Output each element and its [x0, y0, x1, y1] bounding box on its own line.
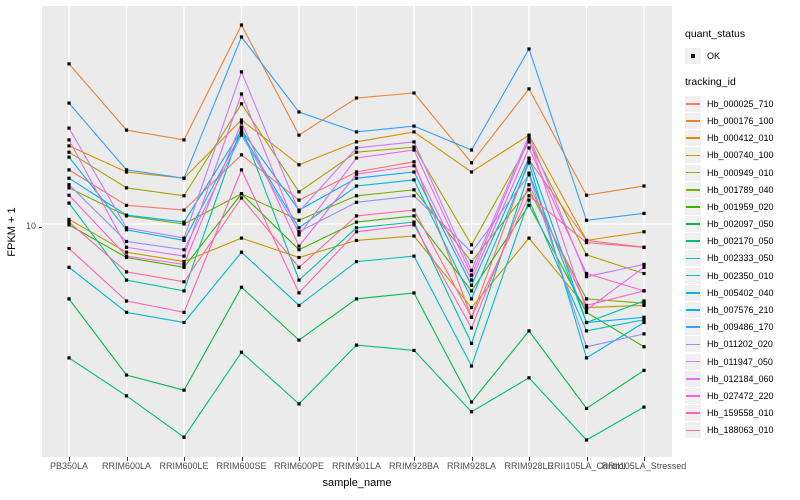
line-swatch-icon — [685, 284, 701, 301]
x-tick-label: RRIM600PE — [273, 461, 325, 471]
legend-item: Hb_009486_170 — [685, 319, 800, 336]
x-tick-label: RRIM600SE — [216, 461, 267, 471]
legend-item-label: Hb_188063_010 — [707, 425, 774, 436]
x-tick-mark — [356, 457, 358, 461]
legend-item-label: Hb_159558_010 — [707, 408, 774, 419]
line-swatch-icon — [685, 112, 701, 129]
x-tick-mark — [126, 457, 128, 461]
legend-item-label: Hb_011947_050 — [707, 356, 773, 367]
legend-item: Hb_002333_050 — [685, 250, 800, 267]
ok-marker-key — [685, 47, 701, 64]
legend-item-label: Hb_027472_220 — [707, 390, 774, 401]
legend-item-label: Hb_012184_060 — [707, 373, 774, 384]
legend-item-label: Hb_000025_710 — [707, 98, 774, 109]
legend-label-ok: OK — [707, 50, 721, 61]
x-tick-label: RRIM901LA — [331, 461, 382, 471]
x-tick-label: RRIM928LE — [504, 461, 554, 471]
line-swatch-icon — [685, 95, 701, 112]
legend-item: Hb_002097_050 — [685, 216, 800, 233]
x-tick-label: RRIM928LA — [446, 461, 497, 471]
x-tick-mark — [241, 457, 243, 461]
line-swatch-icon — [685, 387, 701, 404]
x-tick-mark — [69, 457, 70, 461]
legend-item: Hb_000025_710 — [685, 95, 800, 112]
line-swatch-icon — [685, 336, 701, 353]
legend-item: Hb_012184_060 — [685, 370, 800, 387]
legend-item: Hb_188063_010 — [685, 422, 800, 439]
line-swatch-icon — [685, 267, 701, 284]
legend-item: Hb_027472_220 — [685, 387, 800, 404]
line-swatch-icon — [685, 250, 701, 267]
legend-item-label: Hb_001959_020 — [707, 201, 774, 212]
legend-item-label: Hb_000412_010 — [707, 133, 774, 144]
legend-item: Hb_000176_100 — [685, 112, 800, 129]
y-tick-mark — [38, 226, 42, 228]
x-tick-mark — [529, 457, 530, 461]
line-swatch-icon — [685, 302, 701, 319]
legend-item-label: Hb_011202_020 — [707, 339, 773, 350]
legend-item: Hb_001789_040 — [685, 181, 800, 198]
x-axis-title: sample_name — [322, 477, 392, 489]
x-tick-label: RRIM600LA — [101, 461, 152, 471]
legend-item-label: Hb_009486_170 — [707, 322, 774, 333]
legend-item-label: Hb_000176_100 — [707, 115, 774, 126]
x-tick-mark — [644, 457, 645, 461]
line-swatch-icon — [685, 370, 701, 387]
legend-item: Hb_002170_050 — [685, 233, 800, 250]
plot-panel — [42, 6, 672, 457]
line-swatch-icon — [685, 353, 701, 370]
y-axis-title: FPKM + 1 — [6, 207, 18, 257]
legend: quant_status OK tracking_id Hb_000025_71… — [685, 28, 800, 451]
legend-item-label: Hb_001789_040 — [707, 184, 774, 195]
x-tick-mark — [414, 457, 415, 461]
legend-item: Hb_011202_020 — [685, 336, 800, 353]
legend-item-label: Hb_007576_210 — [707, 305, 774, 316]
legend-item: Hb_007576_210 — [685, 301, 800, 319]
line-swatch-icon — [685, 130, 701, 147]
legend-item: Hb_002350_010 — [685, 267, 800, 284]
x-tick-label: RRII105LA_Stressed — [601, 461, 687, 471]
line-swatch-icon — [685, 422, 701, 439]
legend-item: Hb_011947_050 — [685, 353, 800, 370]
legend-item: Hb_000949_010 — [685, 164, 800, 181]
legend-item-label: Hb_002170_050 — [707, 236, 774, 247]
legend-title-tracking-id: tracking_id — [685, 76, 736, 89]
legend-item-label: Hb_002350_010 — [707, 270, 774, 281]
x-tick-label: RRIM600LE — [159, 461, 209, 471]
legend-section-tracking-id: tracking_id Hb_000025_710 Hb_000176_100 Hb… — [685, 76, 800, 439]
legend-section-quant-status: quant_status OK — [685, 28, 800, 64]
x-tick-mark — [184, 457, 185, 461]
x-tick-mark — [471, 457, 473, 461]
line-swatch-icon — [685, 319, 701, 336]
legend-item-label: Hb_002097_050 — [707, 219, 774, 230]
legend-item-label: Hb_000740_100 — [707, 150, 774, 161]
legend-item: Hb_001959_020 — [685, 198, 800, 215]
legend-item-label: Hb_002333_050 — [707, 253, 774, 264]
x-tick-label: PB350LA — [49, 461, 89, 471]
point-marker-icon — [691, 53, 695, 58]
legend-title-quant-status: quant_status — [685, 28, 746, 40]
line-swatch-icon — [685, 405, 701, 422]
legend-item: Hb_000412_010 — [685, 130, 800, 147]
legend-item: Hb_159558_010 — [685, 405, 800, 422]
legend-item: Hb_000740_100 — [685, 147, 800, 164]
line-swatch-icon — [685, 216, 701, 233]
x-tick-mark — [299, 457, 300, 461]
line-swatch-icon — [685, 233, 701, 250]
line-swatch-icon — [685, 147, 701, 164]
x-tick-mark — [586, 457, 588, 461]
plot-canvas — [42, 6, 672, 457]
legend-item-label: Hb_000949_010 — [707, 167, 774, 178]
legend-item-ok: OK — [685, 47, 800, 64]
x-tick-label: RRIM928BA — [388, 461, 440, 471]
line-swatch-icon — [685, 181, 701, 198]
legend-item: Hb_005402_040 — [685, 284, 800, 301]
line-swatch-icon — [685, 198, 701, 215]
x-tick-label: RRII105LA_Control — [547, 461, 626, 471]
y-tick-label: 10 — [25, 221, 36, 231]
line-swatch-icon — [685, 164, 701, 181]
legend-item-label: Hb_005402_040 — [707, 287, 774, 298]
tracking-id-items: Hb_000025_710 Hb_000176_100 Hb_000412_010 H… — [685, 95, 800, 439]
